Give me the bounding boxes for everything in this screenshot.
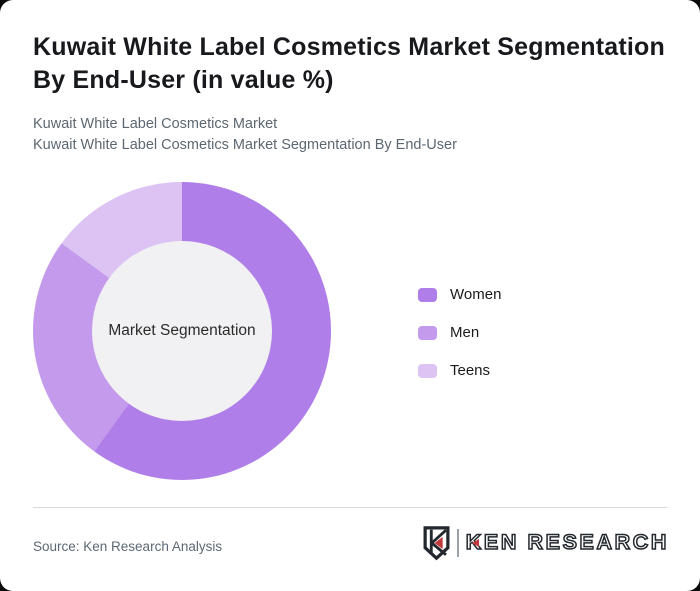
chart-subtitle: Kuwait White Label Cosmetics Market Kuwa…	[33, 114, 457, 155]
logo-separator	[456, 529, 459, 557]
legend-swatch-women	[418, 287, 437, 302]
logo-k-arrow-icon	[471, 539, 479, 547]
logo-text-wrap: KEN RESEARCH	[465, 530, 669, 554]
footer-divider	[33, 507, 667, 508]
chart-subtitle-line1: Kuwait White Label Cosmetics Market	[33, 116, 278, 132]
chart-legend: Women Men Teens	[418, 286, 502, 401]
legend-swatch-men	[418, 325, 437, 340]
legend-label-women: Women	[450, 286, 502, 303]
ken-research-logo: KEN RESEARCH	[422, 525, 669, 561]
donut-center-label: Market Segmentation	[108, 322, 256, 339]
legend-swatch-teens	[418, 363, 437, 378]
donut-hole: Market Segmentation	[92, 241, 272, 421]
ken-research-shield-icon	[423, 526, 450, 561]
legend-item-men: Men	[418, 324, 501, 341]
chart-title-line2: By End-User (in value %)	[33, 66, 334, 94]
chart-title: Kuwait White Label Cosmetics Market Segm…	[33, 31, 673, 97]
legend-label-teens: Teens	[450, 362, 491, 379]
legend-label-men: Men	[450, 324, 480, 341]
legend-item-teens: Teens	[418, 362, 501, 379]
chart-title-line1: Kuwait White Label Cosmetics Market Segm…	[33, 33, 665, 61]
donut-chart: Market Segmentation	[33, 182, 331, 480]
legend-item-women: Women	[418, 286, 502, 303]
chart-subtitle-line2: Kuwait White Label Cosmetics Market Segm…	[33, 136, 457, 153]
source-text: Source: Ken Research Analysis	[33, 539, 223, 554]
logo-text: KEN RESEARCH	[465, 530, 669, 554]
